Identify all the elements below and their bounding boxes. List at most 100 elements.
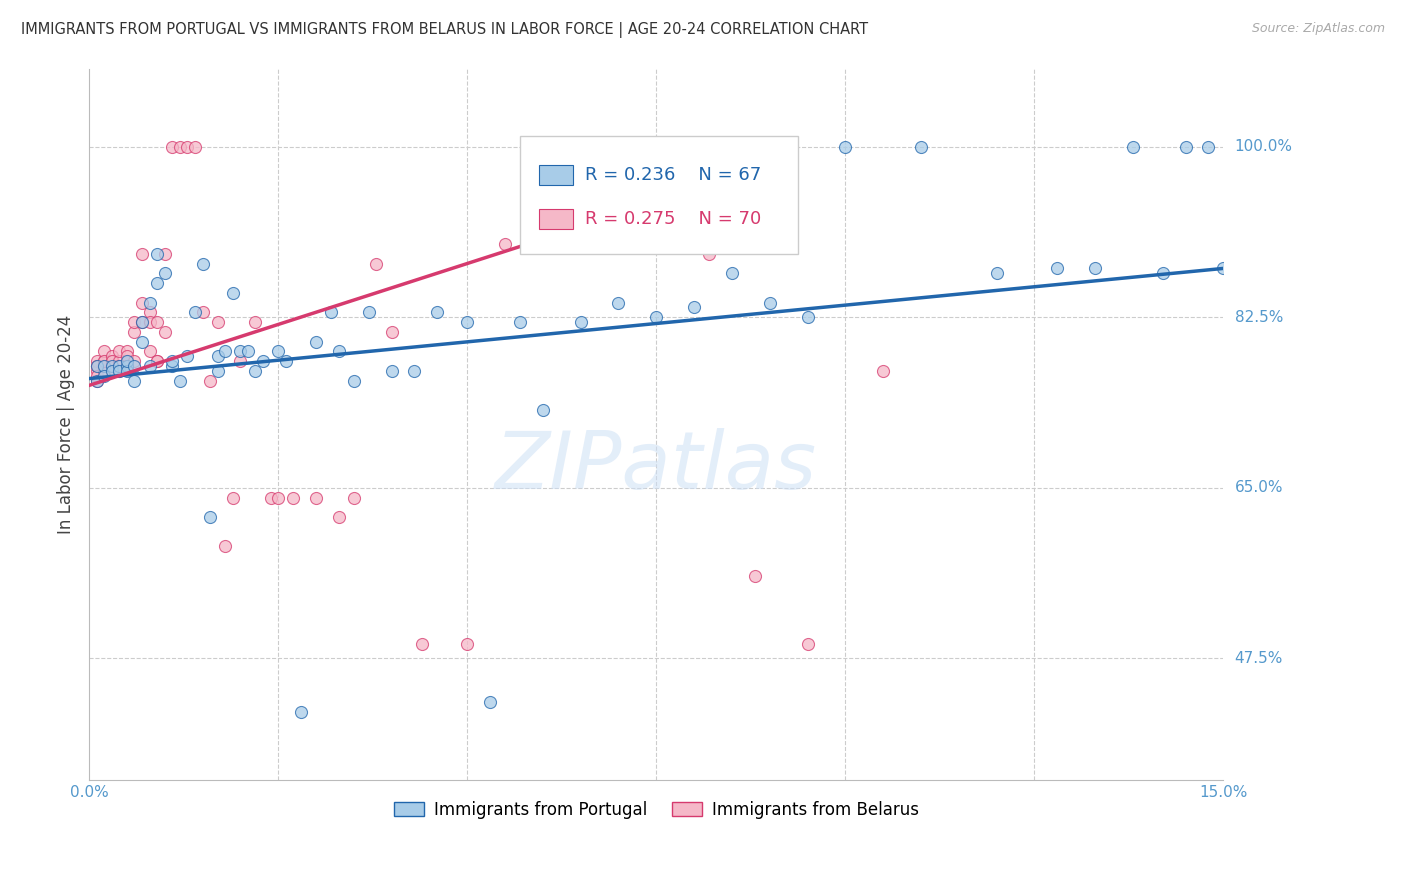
Point [198,510,221,524]
Point [198,374,221,388]
Point [93,354,115,368]
Point [214,344,236,359]
Point [1084,261,1107,276]
Point [124,359,146,373]
Point [93,359,115,373]
Point [86,359,108,373]
Point [357,305,380,319]
Point [138,305,160,319]
Text: 82.5%: 82.5% [1234,310,1282,325]
Point [267,491,290,505]
Point [456,637,478,651]
Point [229,354,252,368]
Point [86,368,108,383]
Point [169,374,191,388]
Point [1046,261,1069,276]
Point [509,315,531,329]
Point [184,139,207,153]
Point [207,349,229,363]
Point [683,301,706,315]
Point [222,285,245,300]
Point [108,359,131,373]
Point [146,276,169,290]
Point [86,359,108,373]
Point [108,344,131,359]
Point [176,139,198,153]
Point [86,364,108,378]
Text: Source: ZipAtlas.com: Source: ZipAtlas.com [1251,22,1385,36]
Point [131,295,153,310]
Point [146,354,169,368]
Point [191,305,214,319]
Point [93,359,115,373]
Text: ZIPatlas: ZIPatlas [495,428,817,506]
Text: 47.5%: 47.5% [1234,651,1282,666]
Point [328,510,350,524]
Point [124,325,146,339]
Point [100,359,122,373]
Point [290,705,312,719]
Point [1122,139,1144,153]
Point [162,354,184,368]
Point [207,315,229,329]
Point [153,247,176,261]
Point [456,315,478,329]
Point [1197,139,1219,153]
Text: R = 0.236    N = 67: R = 0.236 N = 67 [585,166,761,184]
Point [169,139,191,153]
Point [207,364,229,378]
Point [146,247,169,261]
Point [191,256,214,270]
Point [153,266,176,280]
Point [319,305,342,319]
Point [274,354,297,368]
Text: IMMIGRANTS FROM PORTUGAL VS IMMIGRANTS FROM BELARUS IN LABOR FORCE | AGE 20-24 C: IMMIGRANTS FROM PORTUGAL VS IMMIGRANTS F… [21,22,869,38]
Point [115,349,138,363]
Point [531,402,554,417]
Point [146,315,169,329]
Point [343,374,366,388]
Point [697,247,720,261]
Point [267,344,290,359]
Point [645,310,668,325]
Point [131,247,153,261]
FancyBboxPatch shape [540,209,574,229]
Point [910,139,932,153]
Point [721,266,744,280]
Point [176,349,198,363]
Point [1212,261,1234,276]
Text: 65.0%: 65.0% [1234,480,1284,495]
Point [872,364,894,378]
Point [93,359,115,373]
Point [138,359,160,373]
Point [93,354,115,368]
Point [607,295,630,310]
Point [138,295,160,310]
Point [259,491,281,505]
Point [100,364,122,378]
Point [86,354,108,368]
Point [569,315,592,329]
Point [283,491,305,505]
Point [108,364,131,378]
Point [131,315,153,329]
Point [531,218,554,232]
Point [305,491,328,505]
Point [494,237,516,252]
Point [229,344,252,359]
Point [146,354,169,368]
Text: R = 0.275    N = 70: R = 0.275 N = 70 [585,211,761,228]
Point [426,305,449,319]
Point [100,364,122,378]
Point [569,218,592,232]
Point [124,315,146,329]
Point [214,539,236,553]
Point [115,364,138,378]
Point [381,325,404,339]
Point [115,359,138,373]
Point [645,218,668,232]
Legend: Immigrants from Portugal, Immigrants from Belarus: Immigrants from Portugal, Immigrants fro… [387,794,925,825]
Point [100,359,122,373]
Point [86,374,108,388]
Point [108,359,131,373]
